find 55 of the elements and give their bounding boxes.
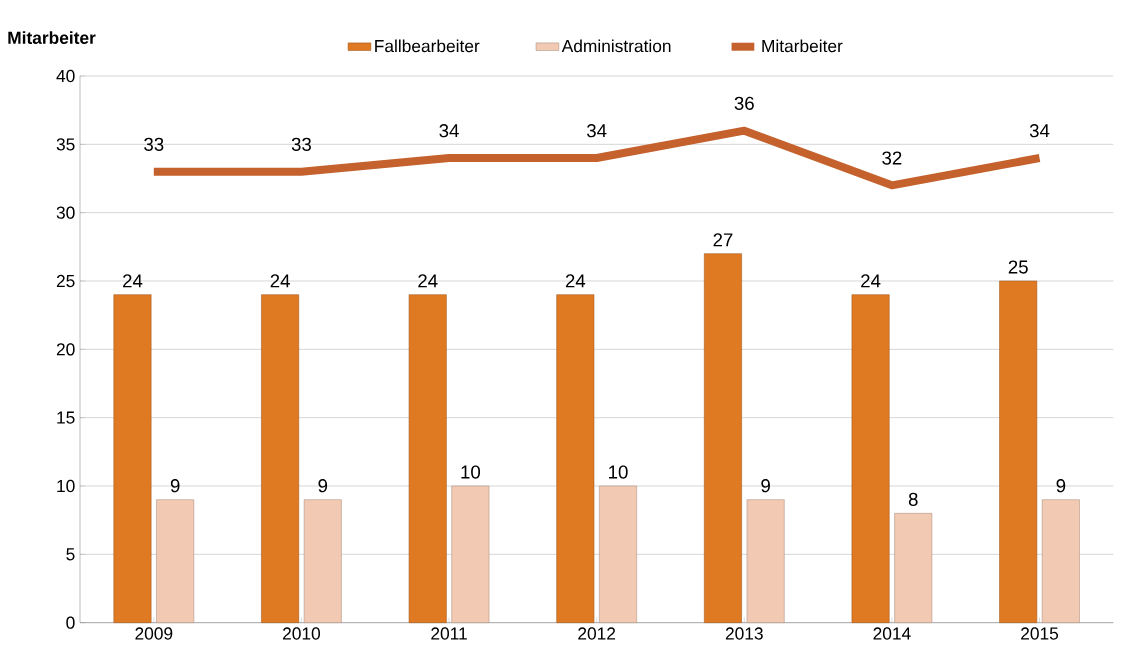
data-label: 10 <box>609 465 628 479</box>
y-tick-label: 5 <box>66 548 75 561</box>
y-tick-label: 15 <box>57 411 75 424</box>
x-tick-label: 2011 <box>431 627 467 640</box>
x-tick-label: 2010 <box>283 627 321 640</box>
bar <box>894 513 933 623</box>
bar <box>303 499 342 623</box>
y-axis-title: Mitarbeiter <box>8 31 96 44</box>
legend-label: Administration <box>561 39 671 53</box>
legend-label: Fallbearbeiter <box>375 39 480 53</box>
bar <box>704 253 742 623</box>
bar <box>556 294 595 623</box>
data-label: 8 <box>908 492 918 506</box>
data-label: 34 <box>439 124 459 138</box>
bar <box>261 294 300 623</box>
data-label: 36 <box>734 96 754 110</box>
data-label: 27 <box>713 233 733 247</box>
data-label: 24 <box>270 274 290 288</box>
x-tick-label: 2012 <box>578 627 616 640</box>
x-tick-label: 2014 <box>873 627 911 640</box>
data-label: 24 <box>861 274 881 288</box>
bar <box>599 485 637 623</box>
data-label: 9 <box>170 479 180 493</box>
y-tick-label: 25 <box>56 274 75 288</box>
y-tick-label: 0 <box>66 616 75 629</box>
y-tick-label: 30 <box>56 206 75 219</box>
data-label: 32 <box>882 151 902 165</box>
y-tick-label: 10 <box>57 479 75 493</box>
bar <box>746 499 785 623</box>
data-label: 24 <box>418 274 438 288</box>
bar <box>408 294 447 623</box>
bar <box>113 294 152 623</box>
bar <box>1041 499 1080 623</box>
data-label: 34 <box>587 124 607 138</box>
data-label: 24 <box>565 274 586 288</box>
bar <box>451 485 490 623</box>
legend-label: Mitarbeiter <box>762 39 843 53</box>
x-tick-label: 2013 <box>725 627 763 640</box>
data-label: 34 <box>1029 124 1050 138</box>
data-label: 9 <box>318 479 328 493</box>
bar <box>999 280 1038 623</box>
data-label: 9 <box>1056 479 1066 493</box>
x-tick-label: 2015 <box>1021 627 1059 640</box>
x-tick-label: 2009 <box>135 627 173 640</box>
data-label: 24 <box>123 274 143 288</box>
y-tick-label: 20 <box>56 343 75 356</box>
data-label: 33 <box>291 137 311 151</box>
y-tick-label: 35 <box>56 138 75 151</box>
bar <box>156 499 195 623</box>
y-tick-label: 40 <box>56 69 75 83</box>
bar <box>851 294 890 623</box>
data-label: 10 <box>461 465 481 479</box>
data-label: 33 <box>144 137 164 151</box>
data-label: 25 <box>1008 260 1028 274</box>
data-label: 9 <box>761 479 770 493</box>
